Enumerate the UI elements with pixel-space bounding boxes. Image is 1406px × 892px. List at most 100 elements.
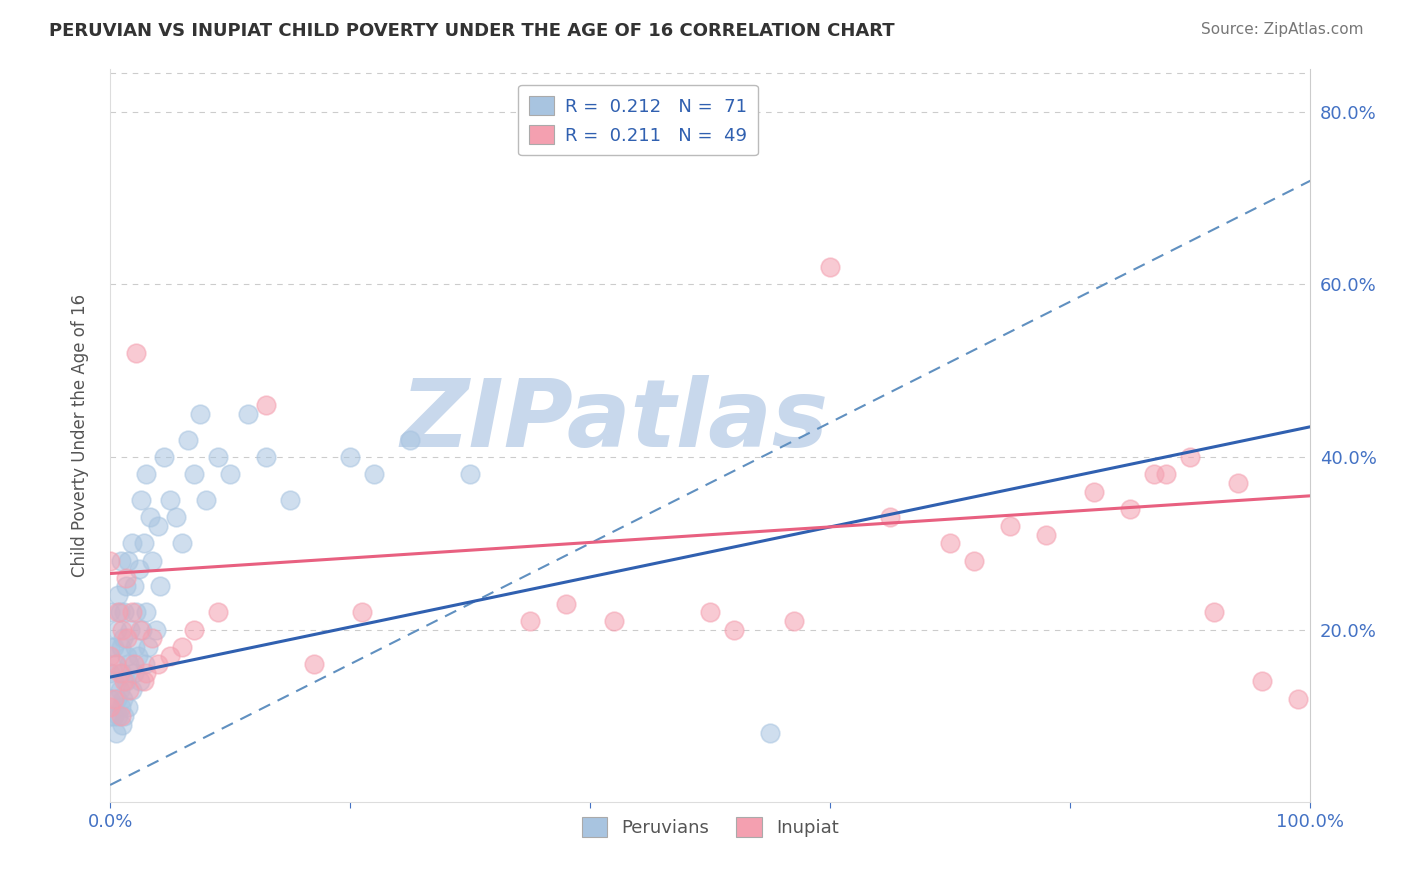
Point bbox=[145, 623, 167, 637]
Point bbox=[121, 683, 143, 698]
Point bbox=[1035, 527, 1057, 541]
Point bbox=[723, 623, 745, 637]
Point bbox=[699, 605, 721, 619]
Point bbox=[132, 674, 155, 689]
Point bbox=[103, 674, 125, 689]
Point bbox=[339, 450, 361, 464]
Point bbox=[134, 657, 156, 672]
Point bbox=[103, 640, 125, 654]
Point bbox=[122, 665, 145, 680]
Point bbox=[146, 657, 169, 672]
Point bbox=[138, 640, 160, 654]
Point bbox=[188, 407, 211, 421]
Point bbox=[110, 640, 132, 654]
Point bbox=[114, 709, 136, 723]
Point bbox=[141, 632, 163, 646]
Point bbox=[111, 623, 134, 637]
Point bbox=[108, 605, 131, 619]
Point bbox=[98, 553, 121, 567]
Point bbox=[177, 433, 200, 447]
Point bbox=[302, 657, 325, 672]
Point bbox=[105, 691, 128, 706]
Point bbox=[110, 709, 132, 723]
Point bbox=[108, 683, 131, 698]
Point bbox=[1227, 475, 1250, 490]
Point bbox=[105, 657, 128, 672]
Point bbox=[458, 467, 481, 482]
Point bbox=[149, 579, 172, 593]
Point bbox=[759, 726, 782, 740]
Point bbox=[98, 700, 121, 714]
Point bbox=[121, 536, 143, 550]
Point bbox=[103, 691, 125, 706]
Point bbox=[172, 640, 194, 654]
Point bbox=[236, 407, 259, 421]
Point bbox=[110, 700, 132, 714]
Point bbox=[818, 260, 841, 274]
Legend: Peruvians, Inupiat: Peruvians, Inupiat bbox=[575, 810, 846, 845]
Point bbox=[141, 553, 163, 567]
Point bbox=[159, 493, 181, 508]
Point bbox=[1204, 605, 1226, 619]
Point bbox=[128, 562, 150, 576]
Point bbox=[399, 433, 422, 447]
Text: PERUVIAN VS INUPIAT CHILD POVERTY UNDER THE AGE OF 16 CORRELATION CHART: PERUVIAN VS INUPIAT CHILD POVERTY UNDER … bbox=[49, 22, 894, 40]
Point bbox=[108, 665, 131, 680]
Point bbox=[153, 450, 176, 464]
Text: Source: ZipAtlas.com: Source: ZipAtlas.com bbox=[1201, 22, 1364, 37]
Point bbox=[127, 648, 149, 663]
Point bbox=[555, 597, 578, 611]
Point bbox=[98, 605, 121, 619]
Point bbox=[254, 450, 277, 464]
Point bbox=[278, 493, 301, 508]
Point bbox=[183, 623, 205, 637]
Point bbox=[132, 536, 155, 550]
Point bbox=[117, 700, 139, 714]
Point bbox=[98, 648, 121, 663]
Point bbox=[125, 605, 148, 619]
Point bbox=[98, 640, 121, 654]
Y-axis label: Child Poverty Under the Age of 16: Child Poverty Under the Age of 16 bbox=[72, 293, 89, 577]
Point bbox=[783, 614, 806, 628]
Point bbox=[98, 691, 121, 706]
Point bbox=[879, 510, 901, 524]
Point bbox=[1119, 501, 1142, 516]
Point bbox=[129, 493, 152, 508]
Point bbox=[195, 493, 218, 508]
Point bbox=[114, 605, 136, 619]
Point bbox=[146, 519, 169, 533]
Point bbox=[939, 536, 962, 550]
Point bbox=[111, 665, 134, 680]
Point bbox=[131, 623, 153, 637]
Point bbox=[114, 571, 136, 585]
Point bbox=[107, 588, 129, 602]
Text: ZIPatlas: ZIPatlas bbox=[401, 375, 828, 467]
Point bbox=[98, 709, 121, 723]
Point bbox=[103, 709, 125, 723]
Point bbox=[135, 665, 157, 680]
Point bbox=[207, 605, 229, 619]
Point bbox=[105, 726, 128, 740]
Point bbox=[114, 674, 136, 689]
Point bbox=[118, 683, 141, 698]
Point bbox=[603, 614, 626, 628]
Point bbox=[125, 346, 148, 360]
Point bbox=[115, 632, 138, 646]
Point bbox=[122, 657, 145, 672]
Point bbox=[1286, 691, 1309, 706]
Point bbox=[111, 717, 134, 731]
Point bbox=[107, 605, 129, 619]
Point bbox=[105, 657, 128, 672]
Point bbox=[165, 510, 187, 524]
Point bbox=[112, 691, 135, 706]
Point bbox=[1156, 467, 1178, 482]
Point bbox=[118, 657, 141, 672]
Point bbox=[115, 648, 138, 663]
Point bbox=[98, 665, 121, 680]
Point bbox=[159, 648, 181, 663]
Point bbox=[1180, 450, 1202, 464]
Point bbox=[129, 674, 152, 689]
Point bbox=[254, 398, 277, 412]
Point bbox=[207, 450, 229, 464]
Point bbox=[352, 605, 374, 619]
